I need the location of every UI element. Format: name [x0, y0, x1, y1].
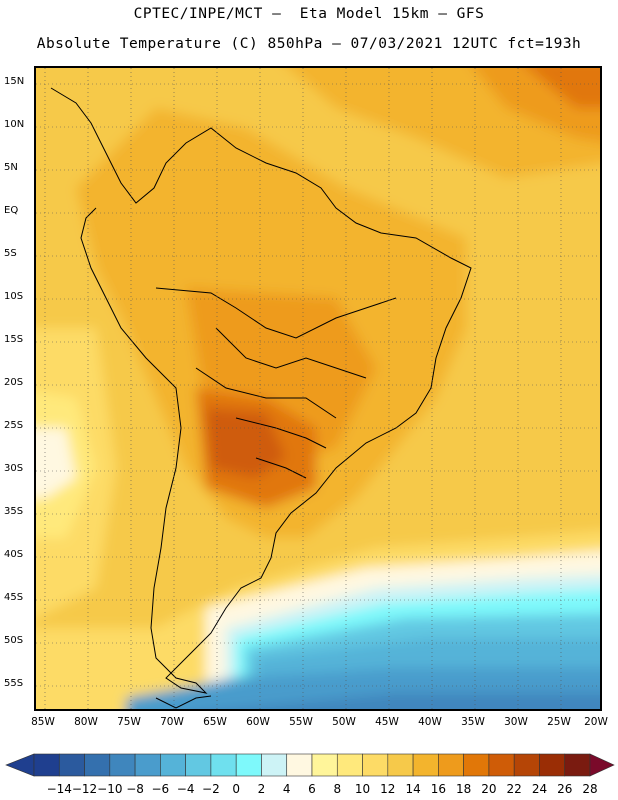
colorbar-tick-label: 20 [481, 782, 497, 796]
lon-label: 40W [418, 716, 442, 728]
colorbar-min-arrow [5, 753, 35, 777]
lat-label: 50S [4, 635, 24, 646]
lat-label: 15N [4, 76, 25, 87]
lon-label: 20W [584, 716, 608, 728]
lat-label: 40S [4, 549, 24, 560]
colorbar-tick-label: −6 [151, 782, 170, 796]
colorbar-swatch [109, 753, 136, 777]
coastline [50, 87, 472, 709]
colorbar-swatch [210, 753, 237, 777]
lon-label: 85W [31, 716, 55, 728]
colorbar-tick-label: 12 [380, 782, 396, 796]
lat-label: 30S [4, 463, 24, 474]
lat-label: 20S [4, 377, 24, 388]
colorbar-swatch [387, 753, 414, 777]
lon-label: 50W [332, 716, 356, 728]
colorbar-swatch [286, 753, 313, 777]
colorbar-swatch [235, 753, 262, 777]
lat-label: 45S [4, 592, 24, 603]
lat-label: 15S [4, 334, 24, 345]
lat-label: 35S [4, 506, 24, 517]
lon-label: 75W [117, 716, 141, 728]
colorbar-swatch [84, 753, 111, 777]
colorbar-swatch [134, 753, 161, 777]
lat-label: EQ [4, 205, 19, 216]
lon-label: 65W [203, 716, 227, 728]
map-subtitle: Absolute Temperature (C) 850hPa – 07/03/… [36, 36, 582, 52]
map-title: CPTEC/INPE/MCT – Eta Model 15km – GFS [133, 6, 485, 22]
colorbar-max-arrow [589, 753, 615, 777]
colorbar-swatch [160, 753, 186, 777]
lon-label: 35W [461, 716, 485, 728]
lat-lon-grid [36, 68, 600, 709]
colorbar-swatch [362, 753, 389, 777]
colorbar-tick-label: 22 [506, 782, 522, 796]
lon-label: 80W [74, 716, 98, 728]
colorbar-tick-label: 16 [430, 782, 446, 796]
lat-label: 55S [4, 678, 24, 689]
colorbar-swatch [336, 753, 363, 777]
colorbar-tick-label: 26 [557, 782, 573, 796]
colorbar-swatch [438, 753, 464, 777]
temperature-field [36, 68, 600, 709]
colorbar-tick-label: 10 [354, 782, 371, 796]
colorbar-tick-label: −12 [71, 782, 98, 796]
colorbar-swatch [488, 753, 515, 777]
colorbar-swatch [463, 753, 490, 777]
colorbar-tick-label: 6 [308, 782, 316, 796]
lon-label: 45W [375, 716, 399, 728]
lon-label: 55W [289, 716, 313, 728]
colorbar-tick-label: 8 [333, 782, 342, 796]
colorbar-tick-label: −2 [202, 782, 220, 796]
colorbar-tick-label: 2 [257, 782, 266, 796]
colorbar-swatch [564, 753, 591, 777]
lon-label: 60W [246, 716, 270, 728]
colorbar-swatch [185, 753, 212, 777]
colorbar-tick-label: −4 [176, 782, 195, 796]
colorbar-swatch [539, 753, 566, 777]
lat-label: 10N [4, 119, 25, 130]
colorbar-tick-label: 28 [582, 782, 598, 796]
colorbar-swatch [311, 753, 338, 777]
colorbar-swatch [58, 753, 85, 777]
colorbar-swatch [261, 753, 288, 777]
map-panel [34, 66, 602, 711]
colorbar-tick-label: 4 [282, 782, 291, 796]
colorbar-tick-label: 18 [455, 782, 472, 796]
colorbar-tick-label: −8 [126, 782, 144, 796]
colorbar-tick-label: 14 [405, 782, 421, 796]
colorbar-tick-label: 0 [232, 782, 240, 796]
colorbar-tick-label: 24 [531, 782, 548, 796]
lon-label: 25W [547, 716, 571, 728]
lat-label: 25S [4, 420, 24, 431]
temperature-map [36, 68, 600, 709]
lon-label: 70W [160, 716, 184, 728]
lat-label: 10S [4, 291, 24, 302]
lat-label: 5N [4, 162, 18, 173]
colorbar-swatch [33, 753, 60, 777]
colorbar-tick-label: −14 [46, 782, 72, 796]
colorbar-swatch [513, 753, 540, 777]
colorbar-swatch [412, 753, 439, 777]
color-scale-bar [5, 753, 615, 777]
lon-label: 30W [504, 716, 528, 728]
colorbar-tick-label: −10 [97, 782, 123, 796]
lat-label: 5S [4, 248, 17, 259]
